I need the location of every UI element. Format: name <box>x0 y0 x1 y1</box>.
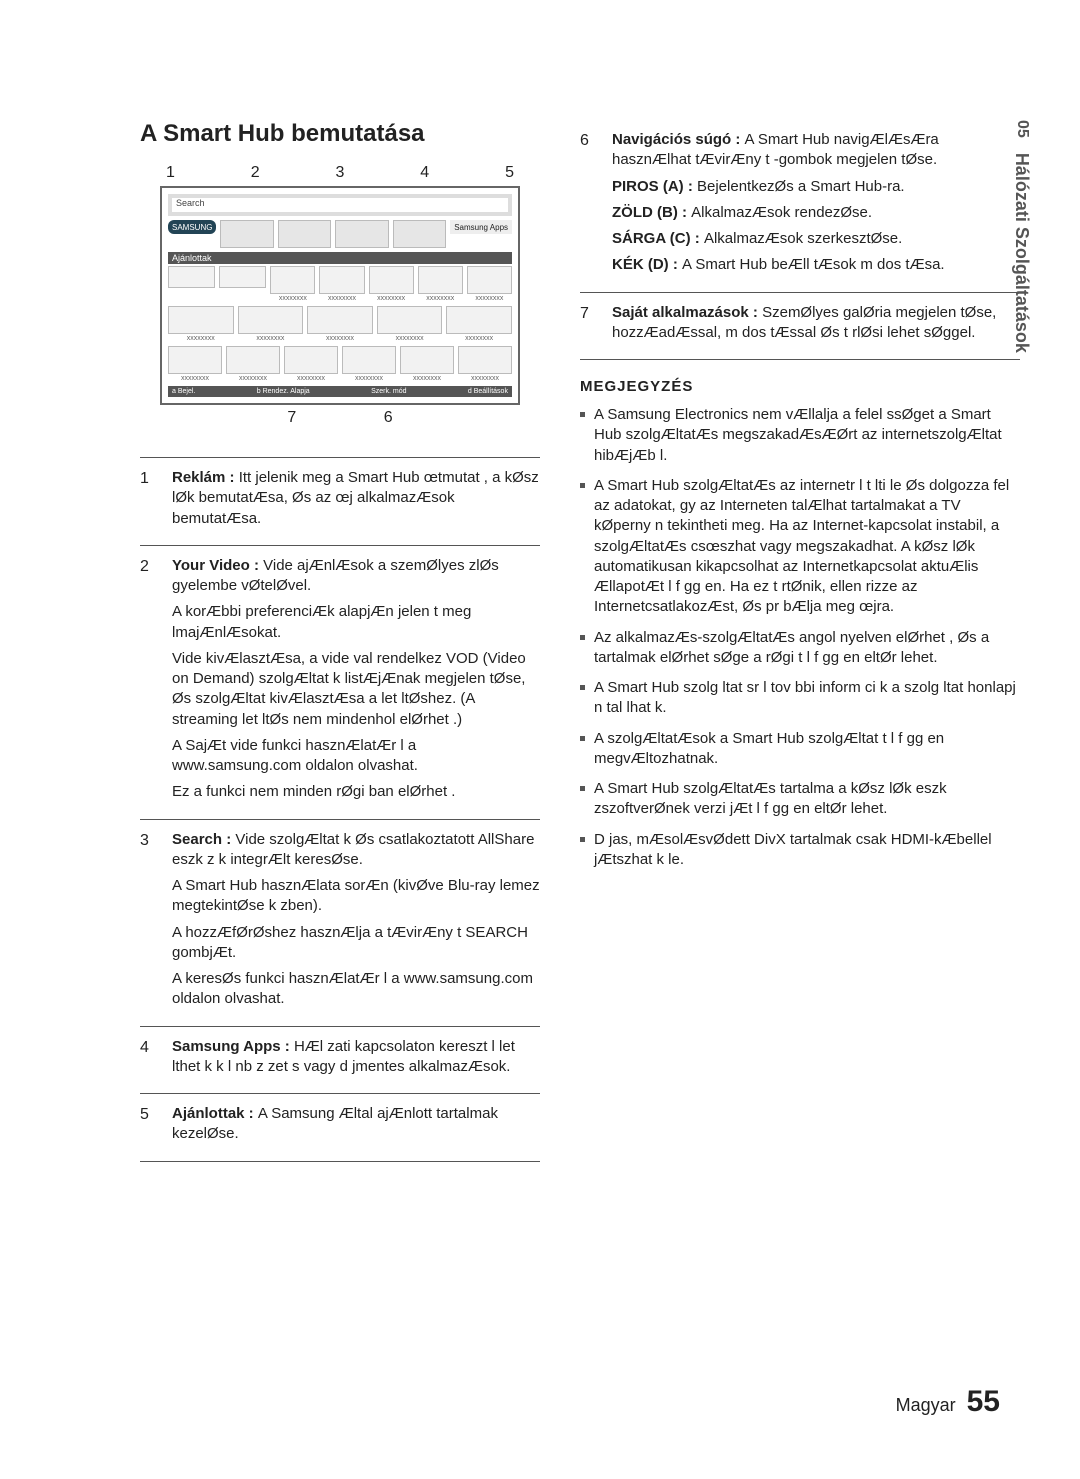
callout-2: 2 <box>251 164 260 182</box>
feature-body: Saját alkalmazások : SzemØlyes galØria m… <box>612 303 1020 350</box>
feature-body: Ajánlottak : A Samsung Æltal ajÆnlott ta… <box>172 1104 540 1151</box>
feature-body: Your Video : Vide ajÆnlÆsok a szemØlyes … <box>172 556 540 809</box>
note-item: A Samsung Electronics nem vÆllalja a fel… <box>580 405 1020 466</box>
callout-6: 6 <box>384 409 393 427</box>
feature-number: 5 <box>140 1104 158 1151</box>
feature-number: 4 <box>140 1037 158 1084</box>
feature-body: Search : Vide szolgÆltat k Øs csatlakozt… <box>172 830 540 1016</box>
callout-4: 4 <box>420 164 429 182</box>
section-number: 05 <box>1014 120 1031 138</box>
diagram-rec-bar: Ajánlottak <box>168 252 512 264</box>
left-column: A Smart Hub bemutatása 1 2 3 4 5 Search … <box>140 120 540 1162</box>
feature-number: 7 <box>580 303 598 350</box>
note-item: A szolgÆltatÆsok a Smart Hub szolgÆltat … <box>580 729 1020 770</box>
diagram-apps-btn: Samsung Apps <box>450 220 512 234</box>
feature-number: 2 <box>140 556 158 809</box>
feature-number: 1 <box>140 468 158 535</box>
diagram-search-label: Search <box>172 198 508 212</box>
footer-page-number: 55 <box>967 1385 1000 1418</box>
diagram-bottom-callouts: 7 6 <box>160 405 520 427</box>
feature-item: 4 Samsung Apps : HÆl zati kapcsolaton ker… <box>140 1026 540 1094</box>
feature-item: 2Your Video : Vide ajÆnlÆsok a szemØlyes… <box>140 545 540 819</box>
note-item: Az alkalmazÆs-szolgÆltatÆs angol nyelven… <box>580 628 1020 669</box>
callout-1: 1 <box>166 164 175 182</box>
feature-list-right: 6Navigációs súgó : A Smart Hub navigÆlÆs… <box>580 120 1020 360</box>
feature-item: 3Search : Vide szolgÆltat k Øs csatlakoz… <box>140 819 540 1026</box>
feature-list-left: 1Reklám : Itt jelenik meg a Smart Hub œt… <box>140 457 540 1162</box>
note-item: A Smart Hub szolgÆltatÆs tartalma a kØsz… <box>580 779 1020 820</box>
feature-item: 1Reklám : Itt jelenik meg a Smart Hub œt… <box>140 457 540 545</box>
feature-number: 3 <box>140 830 158 1016</box>
side-section-label: 05 Hálózati Szolgáltatások <box>1011 120 1032 353</box>
footer-language: Magyar <box>896 1395 956 1415</box>
feature-body: Reklám : Itt jelenik meg a Smart Hub œtm… <box>172 468 540 535</box>
two-column-layout: A Smart Hub bemutatása 1 2 3 4 5 Search … <box>140 120 1020 1162</box>
callout-5: 5 <box>505 164 514 182</box>
smart-hub-diagram: 1 2 3 4 5 Search SAMSUNG Samsung Apps A <box>160 164 520 427</box>
page: 05 Hálózati Szolgáltatások A Smart Hub b… <box>0 0 1080 1479</box>
tv-screen-mock: Search SAMSUNG Samsung Apps Ajánlottak x… <box>160 186 520 405</box>
note-item: A Smart Hub szolg ltat sr l tov bbi info… <box>580 678 1020 719</box>
notes-list: A Samsung Electronics nem vÆllalja a fel… <box>580 405 1020 870</box>
feature-body: Samsung Apps : HÆl zati kapcsolaton kere… <box>172 1037 540 1084</box>
feature-item: 5 Ajánlottak : A Samsung Æltal ajÆnlott t… <box>140 1093 540 1162</box>
page-footer: Magyar 55 <box>896 1385 1000 1419</box>
page-title: A Smart Hub bemutatása <box>140 120 540 148</box>
feature-item: 7 Saját alkalmazások : SzemØlyes galØria … <box>580 292 1020 361</box>
section-title: Hálózati Szolgáltatások <box>1012 153 1032 353</box>
feature-body: Navigációs súgó : A Smart Hub navigÆlÆsÆ… <box>612 130 1020 282</box>
feature-item: 6Navigációs súgó : A Smart Hub navigÆlÆs… <box>580 120 1020 292</box>
note-item: A Smart Hub szolgÆltatÆs az internetr l … <box>580 476 1020 618</box>
diagram-logo: SAMSUNG <box>168 220 216 234</box>
notes-heading: MEGJEGYZÉS <box>580 378 1020 395</box>
diagram-top-callouts: 1 2 3 4 5 <box>160 164 520 186</box>
callout-3: 3 <box>336 164 345 182</box>
diagram-footer: a Bejel. b Rendez. Alapja Szerk. mód d B… <box>168 386 512 397</box>
right-column: 6Navigációs súgó : A Smart Hub navigÆlÆs… <box>580 120 1020 1162</box>
callout-7: 7 <box>287 409 296 427</box>
note-item: D jas, mÆsolÆsvØdett DivX tartalmak csak… <box>580 830 1020 871</box>
feature-number: 6 <box>580 130 598 282</box>
